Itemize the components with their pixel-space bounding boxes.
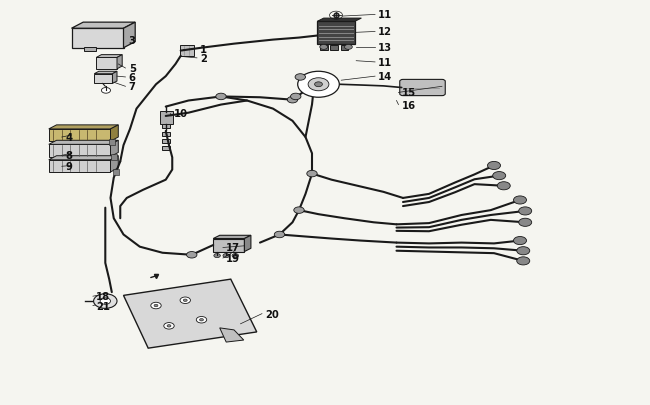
Polygon shape <box>317 22 355 45</box>
Circle shape <box>315 83 322 87</box>
Polygon shape <box>244 236 251 252</box>
FancyBboxPatch shape <box>162 132 170 136</box>
Polygon shape <box>49 156 118 160</box>
Circle shape <box>100 298 110 305</box>
Text: 21: 21 <box>96 301 110 311</box>
Circle shape <box>517 247 530 255</box>
Polygon shape <box>124 279 257 348</box>
Circle shape <box>291 94 301 100</box>
Text: 9: 9 <box>65 162 72 172</box>
Circle shape <box>164 323 174 329</box>
Circle shape <box>101 88 111 94</box>
Circle shape <box>180 297 190 304</box>
Circle shape <box>274 232 285 238</box>
Text: 3: 3 <box>129 36 136 45</box>
Circle shape <box>216 94 226 100</box>
Polygon shape <box>317 19 361 22</box>
Text: 4: 4 <box>65 133 72 143</box>
Polygon shape <box>49 126 118 130</box>
Polygon shape <box>49 141 118 145</box>
Polygon shape <box>220 328 244 342</box>
Polygon shape <box>112 72 117 84</box>
FancyBboxPatch shape <box>162 124 170 128</box>
Text: 15: 15 <box>402 88 416 98</box>
Text: 1: 1 <box>200 45 207 54</box>
FancyBboxPatch shape <box>162 147 170 151</box>
Circle shape <box>214 254 220 258</box>
Text: 2: 2 <box>200 54 207 64</box>
Circle shape <box>167 325 171 327</box>
Circle shape <box>320 45 328 50</box>
FancyBboxPatch shape <box>160 112 173 124</box>
FancyBboxPatch shape <box>180 46 194 57</box>
Text: 11: 11 <box>378 58 393 68</box>
FancyBboxPatch shape <box>320 46 328 51</box>
Circle shape <box>497 182 510 190</box>
Circle shape <box>519 207 532 215</box>
Polygon shape <box>49 145 110 157</box>
Circle shape <box>187 252 197 258</box>
Text: 7: 7 <box>129 82 136 92</box>
Text: 13: 13 <box>378 43 393 53</box>
Polygon shape <box>94 72 117 75</box>
Circle shape <box>287 97 298 104</box>
Text: 19: 19 <box>226 254 240 263</box>
Circle shape <box>200 319 203 321</box>
Polygon shape <box>124 23 135 49</box>
Circle shape <box>196 317 207 323</box>
Circle shape <box>514 196 526 205</box>
Circle shape <box>493 172 506 180</box>
Polygon shape <box>117 55 122 70</box>
Polygon shape <box>49 130 110 142</box>
Circle shape <box>295 75 306 81</box>
FancyBboxPatch shape <box>162 140 170 144</box>
Text: 12: 12 <box>378 28 393 37</box>
Text: 14: 14 <box>378 72 393 82</box>
Polygon shape <box>111 156 118 173</box>
Circle shape <box>344 45 352 50</box>
Text: 16: 16 <box>402 100 416 110</box>
Circle shape <box>298 72 339 98</box>
Circle shape <box>308 79 329 92</box>
Circle shape <box>514 237 526 245</box>
Text: 5: 5 <box>129 64 136 74</box>
Polygon shape <box>72 23 135 29</box>
Circle shape <box>232 254 239 258</box>
Polygon shape <box>72 29 124 49</box>
Text: 11: 11 <box>378 11 393 20</box>
Circle shape <box>488 162 500 170</box>
Circle shape <box>294 207 304 214</box>
Text: 18: 18 <box>96 292 110 301</box>
Polygon shape <box>49 160 110 173</box>
Circle shape <box>183 299 187 302</box>
Text: 10: 10 <box>174 109 188 119</box>
Polygon shape <box>96 58 117 70</box>
Text: 20: 20 <box>265 309 279 319</box>
FancyBboxPatch shape <box>400 80 445 96</box>
Circle shape <box>517 257 530 265</box>
Circle shape <box>94 294 117 309</box>
Text: 8: 8 <box>65 151 72 161</box>
Circle shape <box>307 171 317 177</box>
Polygon shape <box>111 126 118 142</box>
Circle shape <box>519 219 532 227</box>
Circle shape <box>223 254 229 258</box>
Polygon shape <box>96 55 122 58</box>
Circle shape <box>154 305 158 307</box>
FancyBboxPatch shape <box>330 46 338 51</box>
Circle shape <box>151 303 161 309</box>
FancyBboxPatch shape <box>84 47 96 51</box>
Polygon shape <box>111 141 118 157</box>
Text: 17: 17 <box>226 243 240 253</box>
Polygon shape <box>94 75 112 84</box>
FancyBboxPatch shape <box>341 46 348 51</box>
Polygon shape <box>213 239 244 252</box>
Polygon shape <box>213 236 251 239</box>
Text: 6: 6 <box>129 73 136 83</box>
